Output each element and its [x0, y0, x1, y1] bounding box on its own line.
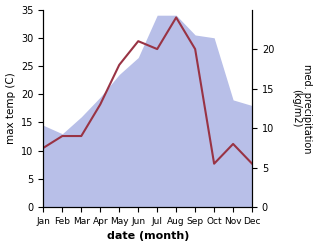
- Y-axis label: med. precipitation
(kg/m2): med. precipitation (kg/m2): [291, 64, 313, 153]
- X-axis label: date (month): date (month): [107, 231, 189, 242]
- Y-axis label: max temp (C): max temp (C): [5, 72, 16, 144]
